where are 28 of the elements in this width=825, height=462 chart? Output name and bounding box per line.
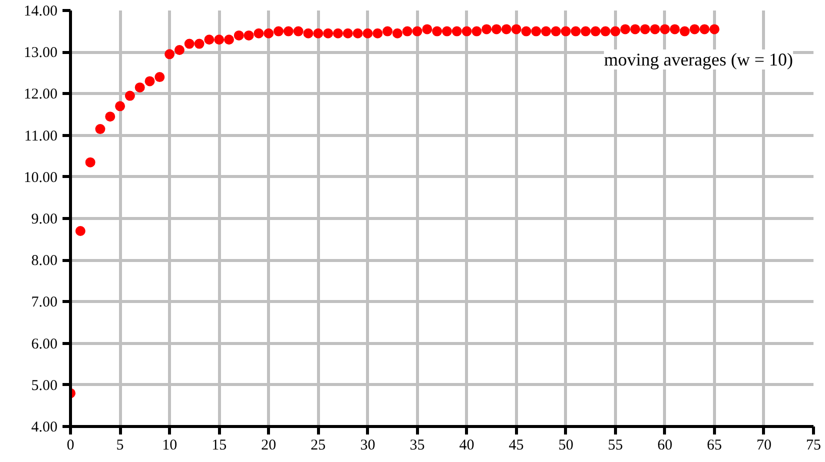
y-tick-label: 12.00 (24, 86, 58, 103)
x-tick-label: 10 (162, 438, 178, 454)
x-tick-label: 45 (508, 438, 524, 454)
y-tick-label: 6.00 (31, 336, 58, 352)
x-tick-label: 5 (116, 438, 124, 454)
y-tick-label: 13.00 (24, 45, 58, 62)
x-tick-label: 20 (261, 438, 276, 454)
y-tick-label: 11.00 (24, 128, 58, 144)
x-tick-label: 15 (212, 438, 227, 454)
x-tick-label: 40 (459, 438, 474, 454)
y-tick-label: 9.00 (31, 212, 58, 228)
x-tick-label: 0 (66, 438, 74, 454)
x-tick-label: 25 (310, 438, 326, 454)
y-tick-label: 7.00 (31, 294, 58, 311)
y-tick-label: 4.00 (31, 420, 58, 436)
y-tick-label: 10.00 (24, 170, 58, 186)
x-tick-label: 60 (657, 438, 672, 454)
y-tick-label: 8.00 (31, 253, 58, 270)
x-tick-label: 55 (608, 438, 623, 454)
x-tick-label: 75 (806, 438, 821, 454)
y-tick-label: 14.00 (24, 4, 58, 20)
x-tick-label: 70 (756, 438, 772, 454)
annotation: moving averages (w = 10) (604, 50, 794, 70)
x-tick-label: 30 (360, 438, 376, 454)
x-tick-label: 50 (558, 438, 574, 454)
x-tick-label: 35 (410, 438, 425, 454)
y-tick-label: 5.00 (31, 378, 58, 394)
x-tick-label: 65 (706, 438, 722, 454)
